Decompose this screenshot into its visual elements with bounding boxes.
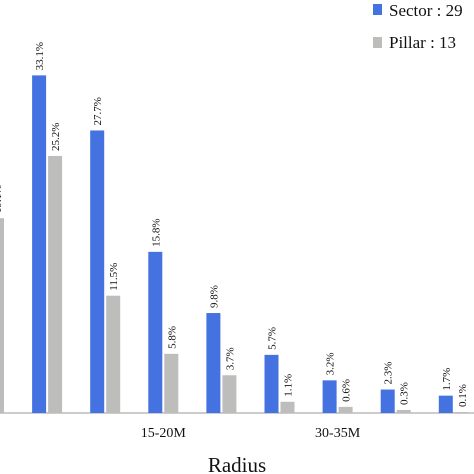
data-label-pillar-0-5m: 19.1% (0, 185, 4, 213)
legend-swatch-sector (373, 4, 382, 15)
bars-layer (0, 75, 469, 413)
data-label-pillar-10-15m: 11.5% (108, 263, 120, 291)
legend-label-pillar: Pillar : 13 (389, 33, 456, 52)
bar-sector-40-45m (438, 395, 453, 413)
legend-label-sector: Sector : 29 (389, 1, 463, 20)
bar-sector-30-35m (322, 380, 337, 413)
bar-sector-10-15m (90, 130, 105, 413)
bar-pillar-0-5m (0, 218, 4, 413)
data-label-pillar-5-10m: 25.2% (50, 123, 62, 151)
data-label-sector-10-15m: 27.7% (92, 97, 104, 125)
legend-swatch-pillar (373, 37, 382, 48)
data-label-pillar-20-25m: 3.7% (224, 347, 236, 370)
x-tick-label: 15-20M (141, 426, 187, 441)
data-label-sector-35-40m: 2.3% (383, 362, 395, 385)
data-label-sector-30-35m: 3.2% (325, 352, 337, 375)
bar-pillar-30-35m (338, 406, 353, 413)
bar-sector-5-10m (32, 75, 47, 413)
data-label-pillar-30-35m: 0.6% (341, 379, 353, 402)
bar-pillar-20-25m (222, 375, 237, 413)
data-label-sector-25-30m: 5.7% (267, 327, 279, 350)
legend: Sector : 29 Pillar : 13 (373, 1, 463, 52)
bar-sector-35-40m (380, 389, 395, 413)
bar-pillar-35-40m (396, 409, 411, 413)
bar-pillar-15-20m (164, 353, 179, 413)
x-axis-title: Radius (208, 453, 266, 474)
data-label-pillar-35-40m: 0.3% (399, 382, 411, 405)
x-tick-label: 30-35M (315, 426, 361, 441)
value-labels-layer: 19.1% 33.1% 25.2% 27.7% 11.5% 15.8% 5.8% 9.8% 3.… (0, 42, 469, 407)
data-label-sector-5-10m: 33.1% (34, 42, 46, 70)
data-label-pillar-25-30m: 1.1% (283, 374, 295, 397)
bar-pillar-10-15m (106, 295, 121, 413)
bar-pillar-25-30m (280, 401, 295, 413)
bar-pillar-40-45m (454, 411, 469, 413)
bar-sector-25-30m (264, 354, 279, 413)
bar-sector-20-25m (206, 313, 221, 413)
bar-pillar-5-10m (48, 155, 63, 413)
data-label-pillar-40-45m: 0.1% (457, 384, 469, 407)
data-label-pillar-15-20m: 5.8% (166, 326, 178, 349)
data-label-sector-40-45m: 1.7% (441, 368, 453, 391)
bar-sector-15-20m (148, 251, 163, 413)
data-label-sector-15-20m: 15.8% (150, 218, 162, 246)
data-label-sector-20-25m: 9.8% (208, 285, 220, 308)
